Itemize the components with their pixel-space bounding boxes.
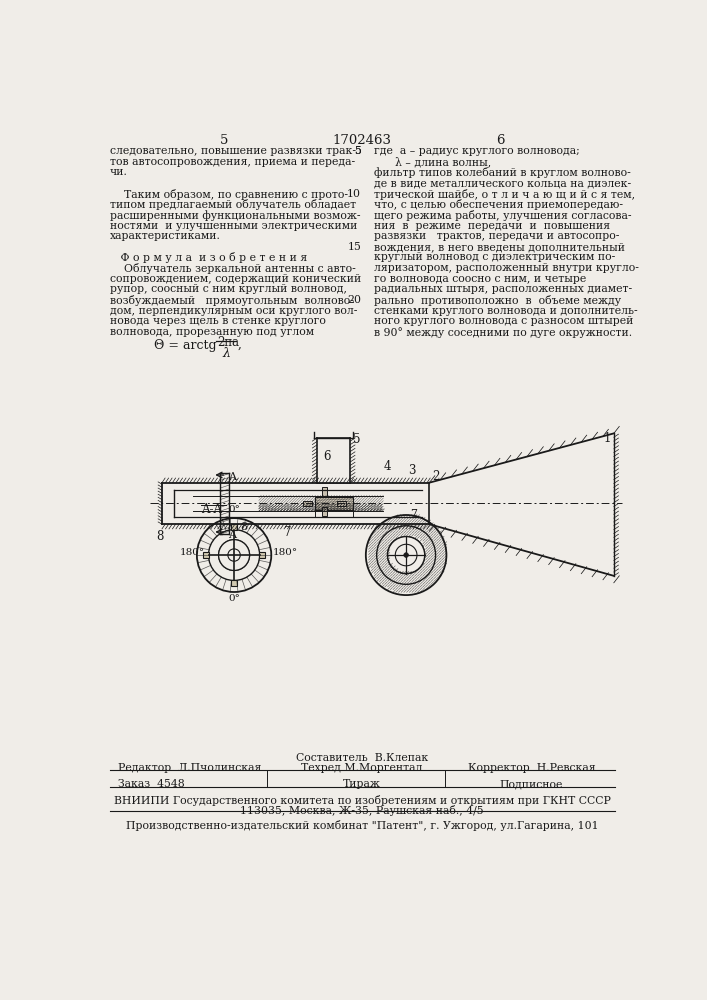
Text: сопровождением, содержащий конический: сопровождением, содержащий конический bbox=[110, 274, 361, 284]
Text: 5: 5 bbox=[220, 134, 228, 147]
Text: Редактор  Л.Пчолинская: Редактор Л.Пчолинская bbox=[118, 763, 261, 773]
Text: 6: 6 bbox=[323, 450, 331, 463]
Text: ВНИИПИ Государственного комитета по изобретениям и открытиям при ГКНТ СССР: ВНИИПИ Государственного комитета по изоб… bbox=[114, 795, 610, 806]
Text: Θ = arctg: Θ = arctg bbox=[154, 339, 217, 352]
Text: 2πa: 2πa bbox=[217, 336, 239, 349]
Text: 5: 5 bbox=[354, 146, 361, 156]
Text: Производственно-издательский комбинат "Патент", г. Ужгород, ул.Гагарина, 101: Производственно-издательский комбинат "П… bbox=[126, 820, 598, 831]
Text: 1: 1 bbox=[604, 432, 611, 445]
Text: 7: 7 bbox=[284, 526, 291, 539]
Text: 1702463: 1702463 bbox=[332, 134, 392, 147]
Text: 3: 3 bbox=[409, 464, 416, 477]
Circle shape bbox=[218, 540, 250, 570]
Text: Техред М.Моргентал: Техред М.Моргентал bbox=[301, 763, 423, 773]
Bar bbox=[231, 580, 237, 586]
Text: Корректор  Н.Ревская: Корректор Н.Ревская bbox=[468, 763, 596, 773]
Text: типом предлагаемый облучатель обладает: типом предлагаемый облучатель обладает bbox=[110, 199, 356, 210]
Text: дом, перпендикулярным оси круглого вол-: дом, перпендикулярным оси круглого вол- bbox=[110, 306, 358, 316]
Bar bbox=[203, 552, 209, 558]
Text: Составитель  В.Клепак: Составитель В.Клепак bbox=[296, 753, 428, 763]
Text: 7: 7 bbox=[410, 509, 417, 519]
Text: что, с целью обеспечения приемопередаю-: что, с целью обеспечения приемопередаю- bbox=[373, 199, 623, 210]
Text: 5: 5 bbox=[354, 146, 361, 156]
Bar bbox=[303, 501, 312, 506]
Text: ляризатором, расположенный внутри кругло-: ляризатором, расположенный внутри кругло… bbox=[373, 263, 638, 273]
Text: характеристиками.: характеристиками. bbox=[110, 231, 221, 241]
Text: щего режима работы, улучшения согласова-: щего режима работы, улучшения согласова- bbox=[373, 210, 631, 221]
Text: круглый волновод с диэлектрическим по-: круглый волновод с диэлектрическим по- bbox=[373, 252, 615, 262]
Text: 8: 8 bbox=[240, 522, 247, 532]
Bar bbox=[231, 524, 237, 530]
Text: 20: 20 bbox=[347, 295, 361, 305]
Text: Таким образом, по сравнению с прото-: Таким образом, по сравнению с прото- bbox=[110, 189, 348, 200]
Text: 2: 2 bbox=[432, 470, 439, 483]
Text: 6: 6 bbox=[496, 134, 505, 147]
Text: ния  в  режиме  передачи  и  повышения: ния в режиме передачи и повышения bbox=[373, 221, 609, 231]
Text: 15: 15 bbox=[347, 242, 361, 252]
Bar bbox=[322, 487, 327, 496]
Text: вождения, в него введены дополнительный: вождения, в него введены дополнительный bbox=[373, 242, 624, 252]
Text: A: A bbox=[228, 472, 236, 482]
Text: 113035, Москва, Ж-35, Раушская наб., 4/5: 113035, Москва, Ж-35, Раушская наб., 4/5 bbox=[240, 805, 484, 816]
Text: ,: , bbox=[237, 338, 241, 351]
Text: 0°: 0° bbox=[228, 594, 240, 603]
Text: тов автосопровождения, приема и переда-: тов автосопровождения, приема и переда- bbox=[110, 157, 355, 167]
Text: чи.: чи. bbox=[110, 167, 128, 177]
Text: 0°: 0° bbox=[228, 505, 240, 514]
Text: Облучатель зеркальной антенны с авто-: Облучатель зеркальной антенны с авто- bbox=[110, 263, 356, 274]
Circle shape bbox=[387, 537, 425, 574]
Text: де в виде металлического кольца на диэлек-: де в виде металлического кольца на диэле… bbox=[373, 178, 631, 188]
Text: рально  противоположно  в  объеме между: рально противоположно в объеме между bbox=[373, 295, 621, 306]
Text: 8: 8 bbox=[156, 530, 164, 543]
Text: 4: 4 bbox=[384, 460, 391, 473]
Text: расширенными функциональными возмож-: расширенными функциональными возмож- bbox=[110, 210, 361, 221]
Text: 10: 10 bbox=[347, 189, 361, 199]
Text: стенками круглого волновода и дополнитель-: стенками круглого волновода и дополнител… bbox=[373, 306, 637, 316]
Bar bbox=[259, 552, 265, 558]
Text: λ – длина волны,: λ – длина волны, bbox=[373, 157, 491, 168]
Text: трической шайбе, о т л и ч а ю щ и й с я тем,: трической шайбе, о т л и ч а ю щ и й с я… bbox=[373, 189, 635, 200]
Text: радиальных штыря, расположенных диамет-: радиальных штыря, расположенных диамет- bbox=[373, 284, 631, 294]
Text: возбуждаемый   прямоугольным  волново-: возбуждаемый прямоугольным волново- bbox=[110, 295, 354, 306]
Text: Заказ  4548: Заказ 4548 bbox=[118, 779, 185, 789]
Text: где  а – радиус круглого волновода;: где а – радиус круглого волновода; bbox=[373, 146, 579, 156]
Text: 180°: 180° bbox=[273, 548, 298, 557]
Text: A: A bbox=[228, 530, 236, 540]
Text: λ: λ bbox=[223, 347, 230, 360]
Text: ного круглого волновода с разносом штырей: ного круглого волновода с разносом штыре… bbox=[373, 316, 633, 326]
Circle shape bbox=[404, 553, 409, 557]
Text: следовательно, повышение развязки трак-: следовательно, повышение развязки трак- bbox=[110, 146, 356, 156]
Text: рупор, соосный с ним круглый волновод,: рупор, соосный с ним круглый волновод, bbox=[110, 284, 347, 294]
Circle shape bbox=[228, 549, 240, 561]
Text: ностями  и улучшенными электрическими: ностями и улучшенными электрическими bbox=[110, 221, 358, 231]
Text: развязки   трактов, передачи и автосопро-: развязки трактов, передачи и автосопро- bbox=[373, 231, 619, 241]
Text: Тираж: Тираж bbox=[343, 779, 381, 789]
Text: новода через щель в стенке круглого: новода через щель в стенке круглого bbox=[110, 316, 326, 326]
Bar bbox=[322, 507, 327, 516]
Text: A-A: A-A bbox=[201, 503, 222, 516]
Text: го волновода соосно с ним, и четыре: го волновода соосно с ним, и четыре bbox=[373, 274, 586, 284]
Text: фильтр типов колебаний в круглом волново-: фильтр типов колебаний в круглом волново… bbox=[373, 167, 631, 178]
Text: волновода, прорезанную под углом: волновода, прорезанную под углом bbox=[110, 327, 314, 337]
Text: в 90° между соседними по дуге окружности.: в 90° между соседними по дуге окружности… bbox=[373, 327, 631, 338]
Text: Ф о р м у л а  и з о б р е т е н и я: Ф о р м у л а и з о б р е т е н и я bbox=[110, 252, 308, 263]
Circle shape bbox=[395, 544, 417, 566]
Bar bbox=[315, 497, 353, 510]
Text: 180°: 180° bbox=[180, 548, 205, 557]
Bar bbox=[337, 501, 346, 506]
Text: Подписное: Подписное bbox=[499, 779, 563, 789]
Text: 5: 5 bbox=[353, 433, 360, 446]
